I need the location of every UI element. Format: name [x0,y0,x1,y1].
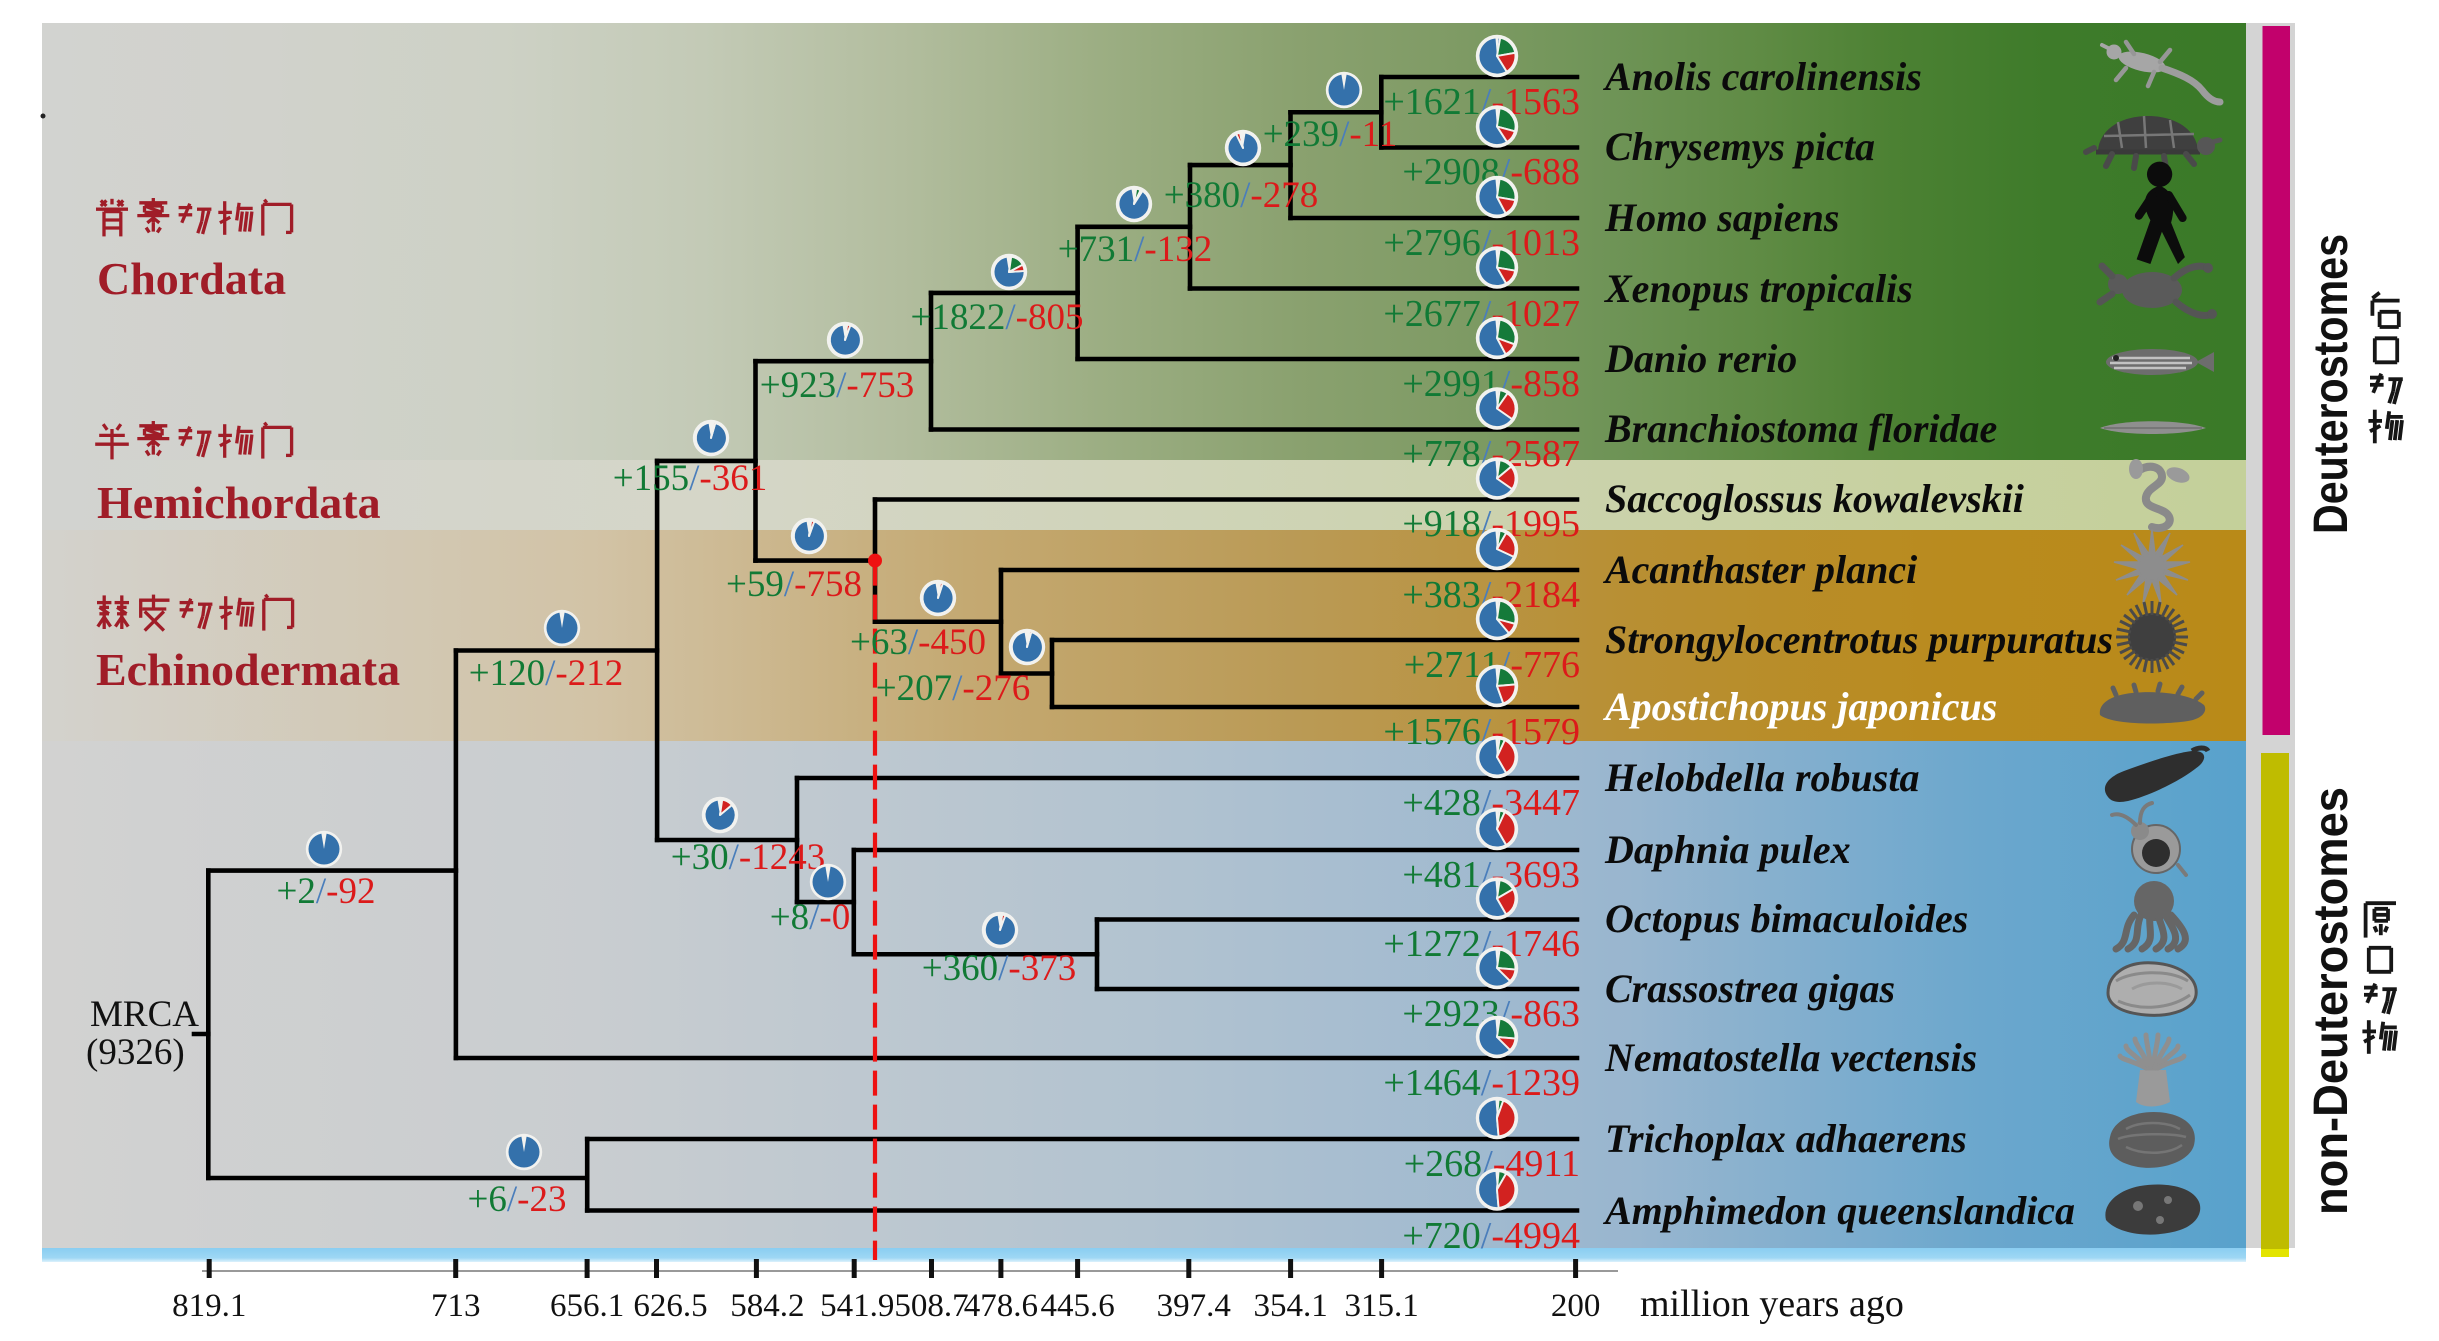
svg-text:200: 200 [1551,1288,1601,1324]
svg-text:Danio rerio: Danio rerio [1604,336,1797,381]
svg-text:+207/-276: +207/-276 [876,668,1030,709]
svg-text:+1464/-1239: +1464/-1239 [1383,1062,1580,1104]
svg-text:Trichoplax adhaerens: Trichoplax adhaerens [1605,1116,1967,1161]
svg-text:656.1: 656.1 [550,1288,624,1324]
svg-text:Daphnia pulex: Daphnia pulex [1604,827,1851,872]
svg-text:+63/-450: +63/-450 [850,622,986,663]
svg-text:Xenopus tropicalis: Xenopus tropicalis [1603,266,1913,311]
svg-text:584.2: 584.2 [730,1288,804,1324]
svg-text:Amphimedon queenslandica: Amphimedon queenslandica [1602,1188,2075,1233]
svg-text:+6/-23: +6/-23 [468,1179,567,1220]
svg-text:+59/-758: +59/-758 [726,564,862,605]
svg-text:Deuterostomes: Deuterostomes [2305,234,2358,534]
svg-text:Nematostella vectensis: Nematostella vectensis [1604,1035,1977,1080]
svg-text:Strongylocentrotus purpuratus: Strongylocentrotus purpuratus [1605,617,2113,662]
svg-text:+720/-4994: +720/-4994 [1402,1215,1580,1257]
svg-text:541.9: 541.9 [820,1288,894,1324]
svg-text:+2/-92: +2/-92 [277,871,376,912]
svg-text:Chrysemys picta: Chrysemys picta [1605,124,1875,169]
svg-text:MRCA: MRCA [90,994,199,1035]
svg-text:Saccoglossus kowalevskii: Saccoglossus kowalevskii [1605,476,2024,521]
svg-text:+268/-4911: +268/-4911 [1404,1143,1580,1185]
svg-text:Apostichopus japonicus: Apostichopus japonicus [1602,684,1997,729]
svg-text:713: 713 [431,1288,481,1324]
svg-text:+1621/-1563: +1621/-1563 [1383,81,1580,123]
svg-text:508.7: 508.7 [894,1288,968,1324]
svg-text:Crassostrea gigas: Crassostrea gigas [1605,966,1895,1011]
svg-text:354.1: 354.1 [1253,1288,1327,1324]
svg-text:Anolis carolinensis: Anolis carolinensis [1602,54,1922,99]
svg-text:819.1: 819.1 [172,1288,246,1324]
svg-text:445.6: 445.6 [1040,1288,1114,1324]
svg-text:626.5: 626.5 [633,1288,707,1324]
svg-text:Hemichordata: Hemichordata [97,477,381,528]
svg-text:+380/-278: +380/-278 [1164,175,1318,216]
svg-text:+360/-373: +360/-373 [922,948,1076,989]
svg-text:+2923/-863: +2923/-863 [1402,993,1580,1035]
svg-text:478.6: 478.6 [964,1288,1038,1324]
svg-text:+120/-212: +120/-212 [469,653,623,694]
svg-text:+481/-3693: +481/-3693 [1402,854,1580,896]
svg-text:Acanthaster planci: Acanthaster planci [1602,547,1917,592]
svg-text:million years ago: million years ago [1640,1283,1904,1325]
svg-text:+923/-753: +923/-753 [760,365,914,406]
svg-text:+428/-3447: +428/-3447 [1402,782,1580,824]
svg-text:315.1: 315.1 [1344,1288,1418,1324]
svg-text:+2677/-1027: +2677/-1027 [1383,293,1580,335]
svg-text:+239/-11: +239/-11 [1263,114,1398,155]
svg-text:non-Deuterostomes: non-Deuterostomes [2305,787,2358,1215]
svg-text:Branchiostoma floridae: Branchiostoma floridae [1604,406,1997,451]
svg-text:+1822/-805: +1822/-805 [911,297,1084,338]
svg-text:Octopus bimaculoides: Octopus bimaculoides [1605,896,1968,941]
svg-text:Homo sapiens: Homo sapiens [1604,195,1839,240]
svg-text:+731/-132: +731/-132 [1058,229,1212,270]
svg-text:Echinodermata: Echinodermata [96,644,400,695]
svg-text:(9326): (9326) [86,1032,185,1073]
svg-text:+155/-361: +155/-361 [613,458,767,499]
svg-text:397.4: 397.4 [1157,1288,1231,1324]
svg-text:+30/-1243: +30/-1243 [671,837,825,878]
svg-text:Chordata: Chordata [97,253,286,304]
svg-text:Helobdella robusta: Helobdella robusta [1604,755,1919,800]
svg-text:+8/-0: +8/-0 [770,897,850,938]
